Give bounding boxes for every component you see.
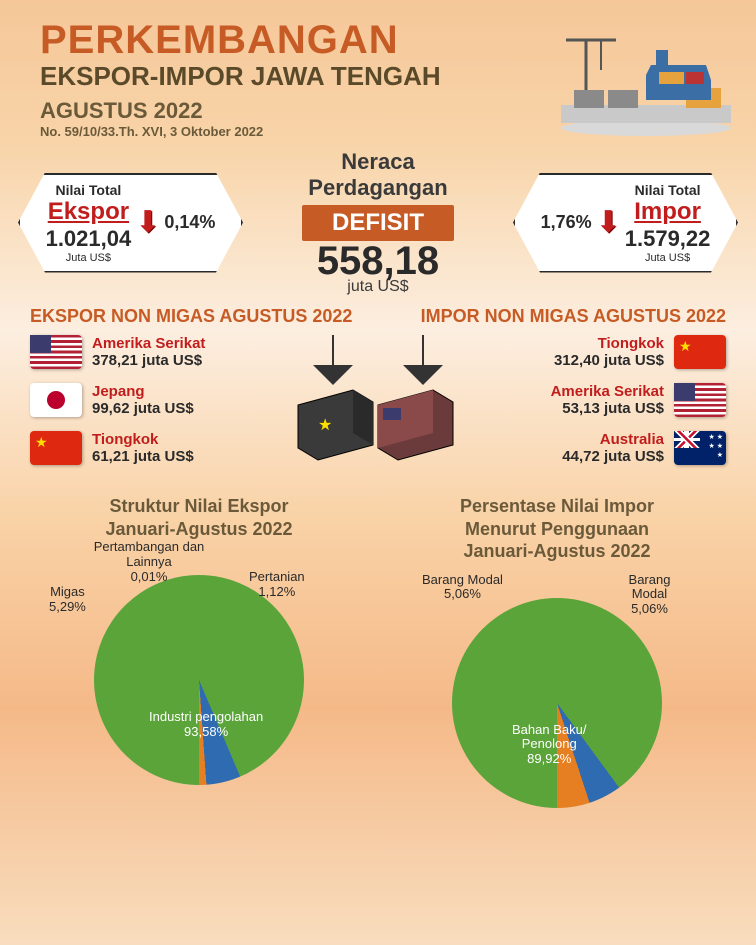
section-titles: EKSPOR NON MIGAS AGUSTUS 2022 IMPOR NON … — [0, 296, 756, 327]
country-value: 312,40 juta US$ — [554, 352, 664, 369]
country-name: Jepang — [92, 383, 194, 400]
pie-row: Struktur Nilai EksporJanuari-Agustus 202… — [0, 495, 756, 828]
cn-flag-icon — [30, 431, 82, 465]
pie-ekspor: Industri pengolahan93,58%Migas5,29%Perta… — [74, 555, 324, 805]
country-item: Jepang99,62 juta US$ — [30, 383, 260, 417]
ekspor-label: Nilai Total — [55, 182, 121, 198]
country-name: Amerika Serikat — [92, 335, 205, 352]
country-item: Amerika Serikat53,13 juta US$ — [496, 383, 726, 417]
us-flag-icon — [30, 335, 82, 369]
pie-slice-label: Barang Modal5,06% — [617, 573, 682, 618]
ekspor-name: Ekspor — [48, 198, 129, 226]
pie-impor: Bahan Baku/Penolong89,92%Barang Modal5,0… — [432, 578, 682, 828]
port-illustration — [556, 30, 736, 140]
country-name: Australia — [562, 431, 664, 448]
country-name: Amerika Serikat — [551, 383, 664, 400]
defisit-badge: DEFISIT — [302, 205, 454, 241]
impor-section-title: IMPOR NON MIGAS AGUSTUS 2022 — [421, 306, 726, 327]
impor-unit: Juta US$ — [645, 252, 690, 264]
country-value: 99,62 juta US$ — [92, 400, 194, 417]
arrow-down-icon: ⬇ — [135, 214, 160, 232]
impor-label: Nilai Total — [635, 182, 701, 198]
impor-name: Impor — [634, 198, 701, 226]
jp-flag-icon — [30, 383, 82, 417]
pie-ekspor-block: Struktur Nilai EksporJanuari-Agustus 202… — [29, 495, 369, 828]
ekspor-box: Nilai Total Ekspor 1.021,04 Juta US$ ⬇ 0… — [18, 173, 243, 273]
ekspor-unit: Juta US$ — [66, 252, 111, 264]
impor-box: 1,76% ⬇ Nilai Total Impor 1.579,22 Juta … — [513, 173, 738, 273]
impor-value: 1.579,22 — [625, 226, 711, 252]
pie-slice-label: Barang Modal5,06% — [422, 573, 503, 603]
country-item: Amerika Serikat378,21 juta US$ — [30, 335, 260, 369]
svg-text:★: ★ — [318, 417, 332, 434]
pie-impor-block: Persentase Nilai ImporMenurut Penggunaan… — [387, 495, 727, 828]
neraca-line2: Perdagangan — [302, 175, 454, 201]
country-value: 61,21 juta US$ — [92, 448, 194, 465]
country-name: Tiongkok — [554, 335, 664, 352]
country-item: Tiongkok61,21 juta US$ — [30, 431, 260, 465]
neraca-line1: Neraca — [302, 149, 454, 175]
countries-row: Amerika Serikat378,21 juta US$Jepang99,6… — [0, 327, 756, 485]
country-item: Australia44,72 juta US$ — [496, 431, 726, 465]
pie-chart — [452, 598, 662, 808]
ekspor-section-title: EKSPOR NON MIGAS AGUSTUS 2022 — [30, 306, 352, 327]
country-value: 378,21 juta US$ — [92, 352, 205, 369]
ekspor-pct: 0,14% — [164, 212, 215, 233]
pie-slice-label: Pertanian1,12% — [249, 570, 305, 600]
pie-slice-label: Migas5,29% — [49, 585, 86, 615]
impor-countries: Tiongkok312,40 juta US$ Amerika Serikat53… — [496, 335, 726, 485]
country-item: Tiongkok312,40 juta US$ — [496, 335, 726, 369]
arrow-down-icon: ⬇ — [596, 214, 621, 232]
impor-pct: 1,76% — [541, 212, 592, 233]
pie-slice-label: Pertambangan danLainnya0,01% — [79, 540, 219, 585]
pie-ekspor-title: Struktur Nilai EksporJanuari-Agustus 202… — [29, 495, 369, 540]
country-value: 44,72 juta US$ — [562, 448, 664, 465]
pie-slice-label: Industri pengolahan93,58% — [149, 710, 263, 740]
summary-row: Nilai Total Ekspor 1.021,04 Juta US$ ⬇ 0… — [0, 149, 756, 296]
cn-flag-icon — [674, 335, 726, 369]
country-value: 53,13 juta US$ — [551, 400, 664, 417]
neraca-block: Neraca Perdagangan DEFISIT 558,18 juta U… — [302, 149, 454, 296]
ekspor-countries: Amerika Serikat378,21 juta US$ Jepang99,6… — [30, 335, 260, 485]
containers-illustration: ★ — [283, 335, 473, 485]
pie-chart — [94, 575, 304, 785]
pie-slice-label: Bahan Baku/Penolong89,92% — [512, 723, 586, 768]
us-flag-icon — [674, 383, 726, 417]
au-flag-icon — [674, 431, 726, 465]
pie-impor-title: Persentase Nilai ImporMenurut Penggunaan… — [387, 495, 727, 563]
country-name: Tiongkok — [92, 431, 194, 448]
ekspor-value: 1.021,04 — [46, 226, 132, 252]
